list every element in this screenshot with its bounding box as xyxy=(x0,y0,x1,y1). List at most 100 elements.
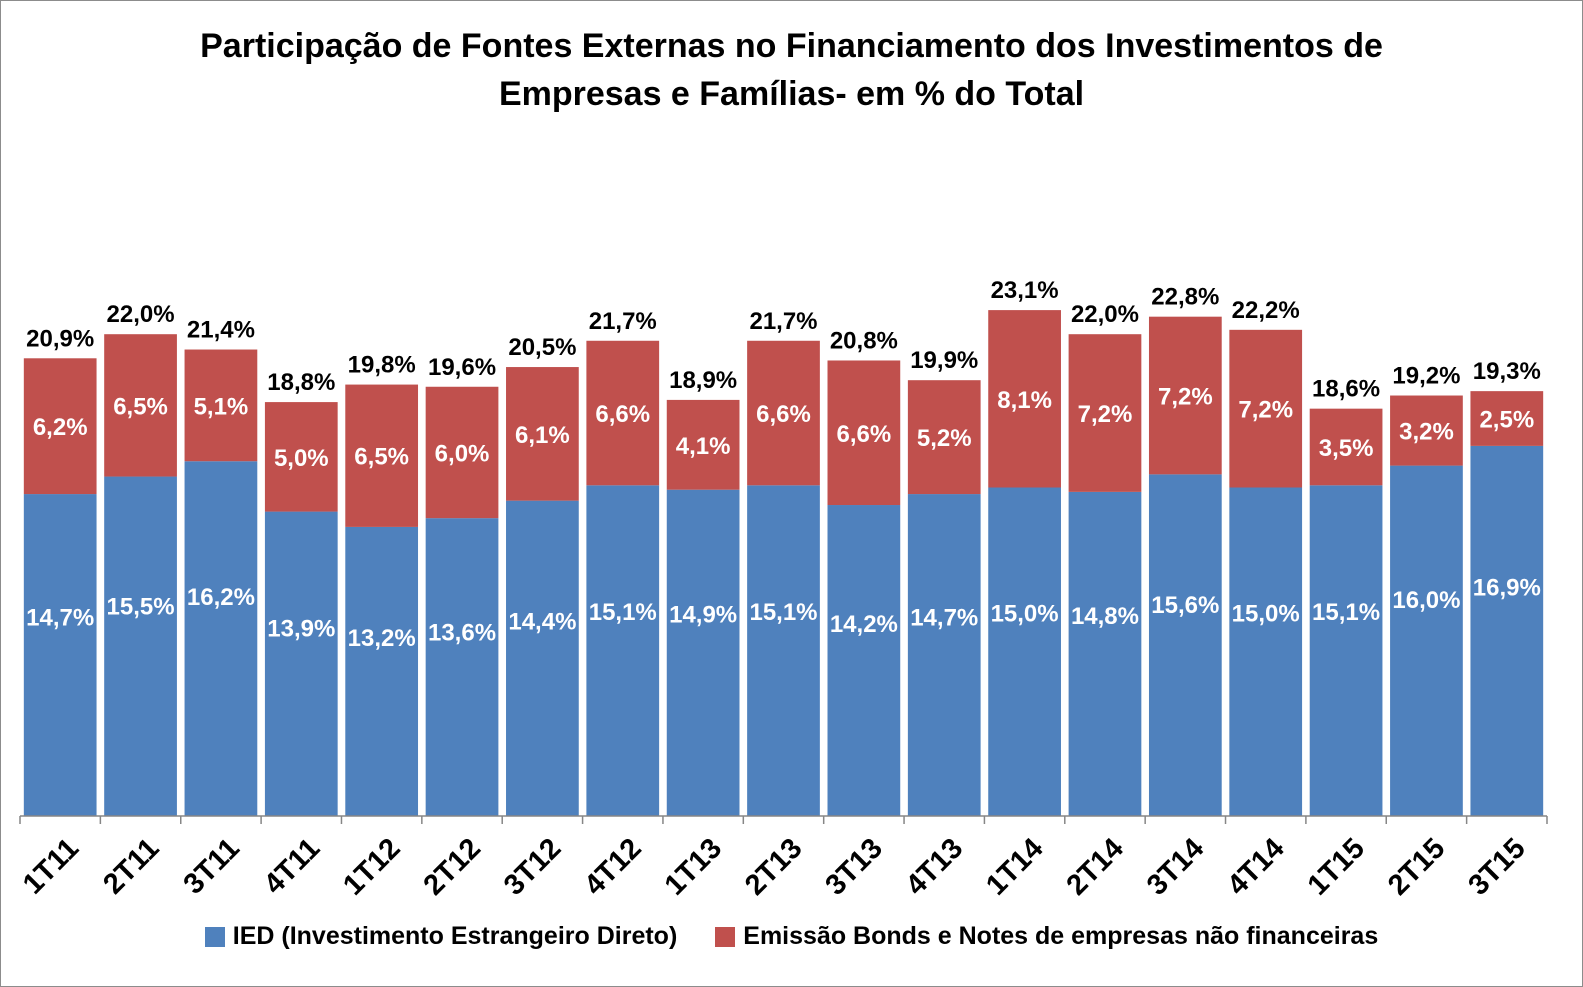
legend-label-bonds: Emissão Bonds e Notes de empresas não fi… xyxy=(743,922,1379,950)
x-tick-label-1T12: 1T12 xyxy=(337,832,406,901)
bar-ied-1T11 xyxy=(23,494,97,816)
total-label-3T12: 20,5% xyxy=(508,334,576,361)
data-label-ied-2T14: 14,8% xyxy=(1071,603,1139,630)
x-tick-label-4T12: 4T12 xyxy=(578,832,647,901)
data-label-bonds-1T14: 8,1% xyxy=(997,387,1052,414)
x-tick-label-3T15: 3T15 xyxy=(1462,832,1531,901)
data-label-bonds-2T11: 6,5% xyxy=(113,393,168,420)
data-label-ied-3T15: 16,9% xyxy=(1473,575,1541,602)
legend-swatch-bonds xyxy=(715,926,736,947)
x-tick-label-1T13: 1T13 xyxy=(659,832,728,901)
data-label-ied-2T13: 15,1% xyxy=(749,599,817,626)
bar-bonds-2T13 xyxy=(747,340,820,486)
bar-bonds-3T15 xyxy=(1470,391,1544,446)
total-label-2T15: 19,2% xyxy=(1392,363,1460,390)
bar-bonds-1T13 xyxy=(666,399,740,490)
data-label-ied-1T13: 14,9% xyxy=(669,602,737,629)
bar-ied-3T12 xyxy=(506,500,579,816)
chart-title: Participação de Fontes Externas no Finan… xyxy=(0,22,1583,118)
data-label-bonds-4T12: 6,6% xyxy=(595,401,650,428)
bar-ied-2T15 xyxy=(1390,465,1463,816)
total-label-3T13: 20,8% xyxy=(830,327,898,354)
data-label-bonds-4T14: 7,2% xyxy=(1238,397,1293,424)
total-label-2T11: 22,0% xyxy=(107,301,175,328)
bar-bonds-3T13 xyxy=(827,360,901,506)
data-label-ied-2T11: 15,5% xyxy=(107,594,175,621)
bar-ied-3T15 xyxy=(1470,445,1544,816)
data-label-bonds-1T12: 6,5% xyxy=(354,444,409,471)
x-tick-label-2T11: 2T11 xyxy=(97,832,165,900)
bar-bonds-2T12 xyxy=(425,386,499,519)
chart-title-line-2: Empresas e Famílias- em % do Total xyxy=(498,75,1085,113)
legend: IED (Investimento Estrangeiro Direto) Em… xyxy=(0,922,1583,951)
bar-bonds-2T11 xyxy=(104,334,177,477)
bar-bonds-2T14 xyxy=(1068,334,1142,492)
total-label-2T12: 19,6% xyxy=(428,354,496,381)
bar-ied-1T13 xyxy=(666,489,740,816)
bar-bonds-1T14 xyxy=(988,310,1061,488)
data-label-bonds-2T13: 6,6% xyxy=(756,401,811,428)
bar-bonds-1T11 xyxy=(23,358,97,495)
bar-bonds-4T11 xyxy=(264,402,338,512)
total-label-4T14: 22,2% xyxy=(1232,297,1300,324)
total-label-4T12: 21,7% xyxy=(589,308,657,335)
bar-bonds-1T15 xyxy=(1309,408,1383,486)
x-tick-label-1T15: 1T15 xyxy=(1302,832,1371,901)
data-label-ied-4T14: 15,0% xyxy=(1232,600,1300,627)
data-label-bonds-2T15: 3,2% xyxy=(1399,419,1454,446)
total-label-2T14: 22,0% xyxy=(1071,301,1139,328)
bar-ied-1T12 xyxy=(345,526,419,816)
bar-bonds-3T14 xyxy=(1148,316,1222,475)
data-label-ied-3T12: 14,4% xyxy=(508,608,576,635)
total-label-2T13: 21,7% xyxy=(749,308,817,335)
bar-ied-4T11 xyxy=(264,511,338,816)
x-tick-label-2T13: 2T13 xyxy=(739,832,808,901)
x-tick-label-3T13: 3T13 xyxy=(819,832,888,901)
data-label-ied-3T13: 14,2% xyxy=(830,611,898,638)
bar-ied-2T14 xyxy=(1068,491,1142,816)
bar-ied-2T12 xyxy=(425,518,499,816)
x-tick-label-4T13: 4T13 xyxy=(900,832,969,901)
total-label-3T15: 19,3% xyxy=(1473,358,1541,385)
data-label-bonds-4T13: 5,2% xyxy=(917,425,972,452)
legend-item-bonds: Emissão Bonds e Notes de empresas não fi… xyxy=(715,922,1378,951)
data-label-bonds-2T14: 7,2% xyxy=(1078,401,1133,428)
bar-ied-3T11 xyxy=(184,461,258,816)
data-label-ied-1T11: 14,7% xyxy=(26,604,94,631)
bar-ied-1T14 xyxy=(988,487,1061,816)
x-tick-label-2T15: 2T15 xyxy=(1382,832,1451,901)
data-label-bonds-3T11: 5,1% xyxy=(194,393,249,420)
data-label-bonds-3T15: 2,5% xyxy=(1479,407,1534,434)
data-label-ied-1T12: 13,2% xyxy=(348,625,416,652)
total-label-1T13: 18,9% xyxy=(669,367,737,394)
x-tick-label-3T12: 3T12 xyxy=(498,832,567,901)
data-label-bonds-3T12: 6,1% xyxy=(515,422,570,449)
data-label-ied-3T14: 15,6% xyxy=(1151,592,1219,619)
total-label-3T14: 22,8% xyxy=(1151,284,1219,311)
total-label-1T15: 18,6% xyxy=(1312,376,1380,403)
bar-ied-3T14 xyxy=(1148,474,1222,816)
total-label-3T11: 21,4% xyxy=(187,317,255,344)
total-label-1T12: 19,8% xyxy=(348,352,416,379)
data-label-bonds-4T11: 5,0% xyxy=(274,445,329,472)
bar-ied-4T14 xyxy=(1229,487,1303,816)
bar-ied-4T13 xyxy=(907,494,981,816)
data-label-bonds-1T11: 6,2% xyxy=(33,414,88,441)
data-label-ied-4T13: 14,7% xyxy=(910,604,978,631)
data-label-ied-2T12: 13,6% xyxy=(428,619,496,646)
chart-title-line-1: Participação de Fontes Externas no Finan… xyxy=(200,27,1383,65)
total-label-1T14: 23,1% xyxy=(991,277,1059,304)
x-tick-label-3T14: 3T14 xyxy=(1141,832,1210,901)
x-tick-label-4T11: 4T11 xyxy=(258,832,326,900)
data-label-bonds-2T12: 6,0% xyxy=(435,440,490,467)
bar-ied-1T15 xyxy=(1309,485,1383,816)
bar-bonds-3T11 xyxy=(184,349,258,462)
data-label-ied-1T14: 15,0% xyxy=(991,600,1059,627)
bar-bonds-1T12 xyxy=(345,384,419,527)
data-label-bonds-3T13: 6,6% xyxy=(837,421,892,448)
bar-bonds-4T13 xyxy=(907,380,981,495)
total-label-4T13: 19,9% xyxy=(910,347,978,374)
data-label-bonds-3T14: 7,2% xyxy=(1158,384,1213,411)
bar-bonds-4T12 xyxy=(586,340,660,486)
